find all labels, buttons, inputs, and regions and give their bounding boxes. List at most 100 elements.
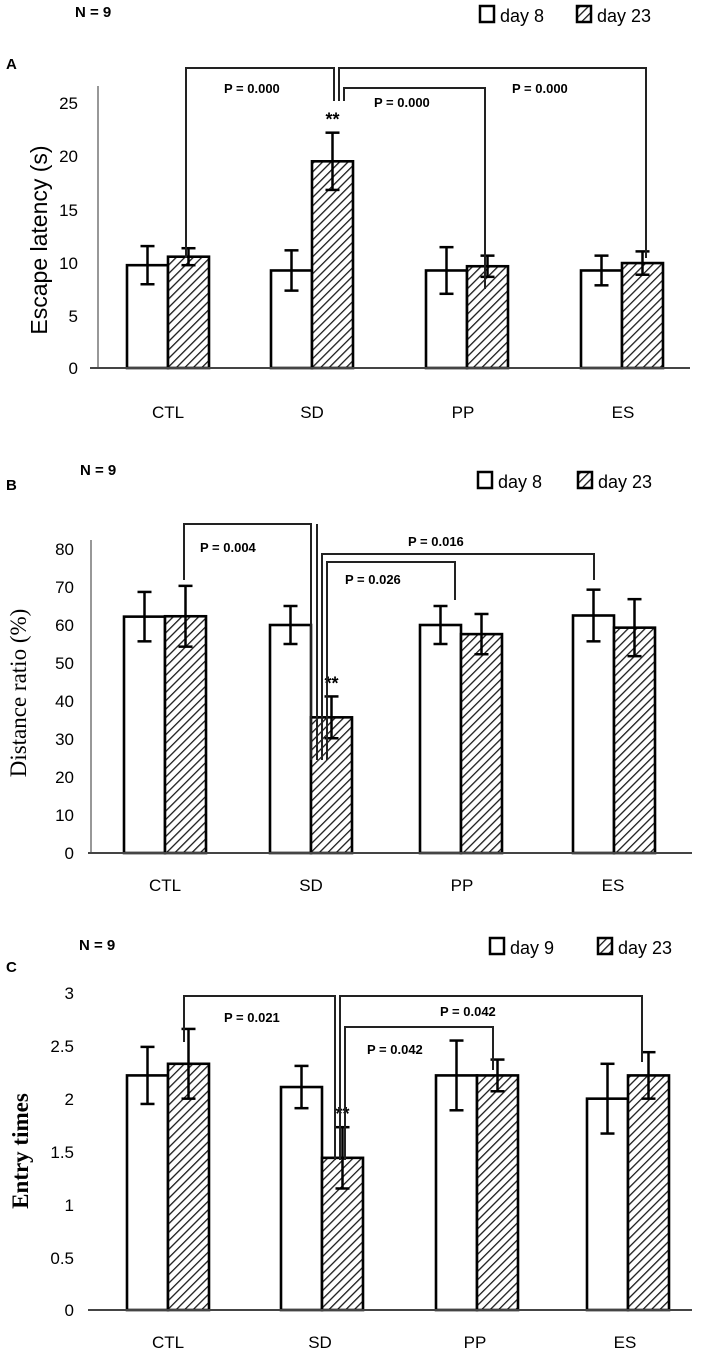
panel-c-category-label: ES [614,1333,637,1352]
bracket-sd-vs-pp [343,87,486,289]
pvalue-sd-vs-pp: P = 0.042 [367,1042,423,1057]
panel-c-comparison-brackets: P = 0.021 P = 0.042 P = 0.042 [183,995,643,1160]
panel-a-y-axis-label: Escape latency (s) [26,145,52,334]
panel-c-letter: C [6,959,17,976]
panel-b-category-label: SD [299,876,323,895]
bar-ctl-day-23 [166,1062,211,1312]
panel-b-ytick-label: 50 [55,654,74,673]
legend-label-day-9: day 9 [510,938,554,958]
panel-c-x-axis: CTL SD PP ES [88,1309,692,1352]
bar-pp-day-23 [459,632,504,855]
panel-b-category-label: ES [602,876,625,895]
panel-c-ytick-label: 2 [65,1090,74,1109]
pvalue-sd-vs-es: P = 0.016 [408,534,464,549]
panel-b-distance-ratio: N = 9 B day 8 day 23 Distance ratio (%) … [6,462,692,895]
legend-label-day-8: day 8 [500,6,544,26]
panel-a-category-label: CTL [152,403,184,422]
panel-c-y-axis-label: Entry times [8,1093,33,1209]
panel-a-ytick-label: 10 [59,254,78,273]
significance-mark: ** [325,110,339,130]
panel-b-plot-area: ** [122,584,657,855]
panel-a-ytick-label: 5 [69,307,78,326]
panel-c-category-label: SD [308,1333,332,1352]
panel-b-ytick-label: 30 [55,730,74,749]
bar-es-day-23 [612,626,657,855]
panel-b-ytick-label: 40 [55,692,74,711]
panel-a-category-label: SD [300,403,324,422]
bracket-sd-vs-pp [326,561,456,760]
bar-es-day-8 [579,269,624,370]
legend-swatch-day-8 [478,4,496,24]
bracket-sd-vs-es [321,553,595,760]
legend-swatch-day-23 [596,936,614,956]
panel-b-n-label: N = 9 [80,462,116,479]
legend-label-day-8: day 8 [498,472,542,492]
panel-b-y-axis-label: Distance ratio (%) [6,609,31,778]
legend-swatch-day-23 [576,470,594,490]
significance-mark: ** [335,1104,349,1124]
panel-c-plot-area: ** [125,1027,671,1312]
panel-b-ytick-label: 0 [65,844,74,863]
panel-c-category-label: PP [464,1333,487,1352]
bar-es-day-8 [571,614,616,855]
bracket-sd-vs-es [338,67,647,258]
pvalue-sd-vs-ctl: P = 0.000 [224,81,280,96]
panel-b-legend: day 8 day 23 [476,470,652,492]
bracket-sd-vs-es [339,995,643,1160]
panel-c-ytick-label: 0 [65,1301,74,1320]
bar-ctl-day-9 [125,1074,170,1312]
panel-a-ytick-label: 20 [59,147,78,166]
bar-ctl-day-23 [166,255,211,370]
panel-a-n-label: N = 9 [75,4,111,21]
panel-b-y-axis: 0 10 20 30 40 50 60 70 80 [55,540,92,863]
pvalue-sd-vs-ctl: P = 0.021 [224,1010,280,1025]
panel-b-ytick-label: 70 [55,578,74,597]
bar-sd-day-8 [268,623,313,855]
panel-a-plot-area: ** [125,110,665,370]
bracket-sd-vs-ctl [183,995,336,1160]
bracket-sd-vs-ctl [183,523,312,760]
panel-a-y-axis: 0 5 10 15 20 25 [59,86,99,378]
panel-b-ytick-label: 80 [55,540,74,559]
panel-a-ytick-label: 0 [69,359,78,378]
legend-swatch-day-8 [476,470,494,490]
bar-es-day-23 [620,261,665,370]
bar-ctl-day-23 [163,614,208,855]
panel-c-ytick-label: 1.5 [50,1143,74,1162]
panel-c-ytick-label: 2.5 [50,1037,74,1056]
panel-b-category-label: PP [451,876,474,895]
panel-a-letter: A [6,56,17,73]
pvalue-sd-vs-es: P = 0.000 [512,81,568,96]
panel-b-ytick-label: 20 [55,768,74,787]
panel-c-ytick-label: 3 [65,984,74,1003]
panel-c-legend: day 9 day 23 [488,936,672,958]
bracket-sd-vs-ctl [185,67,335,258]
panel-a-legend: day 8 day 23 [478,4,651,26]
panel-c-y-axis: 0 0.5 1 1.5 2 2.5 3 [50,984,74,1320]
panel-c-category-label: CTL [152,1333,184,1352]
bar-ctl-day-8 [122,615,167,855]
panel-b-letter: B [6,477,17,494]
panel-c-n-label: N = 9 [79,937,115,954]
panel-c-ytick-label: 0.5 [50,1249,74,1268]
bar-pp-day-23 [475,1074,520,1312]
panel-b-comparison-brackets: P = 0.004 P = 0.026 P = 0.016 [183,523,595,760]
pvalue-sd-vs-ctl: P = 0.004 [200,540,257,555]
legend-swatch-day-9 [488,936,506,956]
bracket-sd-vs-pp [344,1026,494,1160]
pvalue-sd-vs-pp: P = 0.000 [374,95,430,110]
legend-swatch-day-23 [575,4,593,24]
legend-label-day-23: day 23 [618,938,672,958]
panel-a-comparison-brackets: P = 0.000 P = 0.000 P = 0.000 [185,67,647,289]
legend-label-day-23: day 23 [597,6,651,26]
pvalue-sd-vs-pp: P = 0.026 [345,572,401,587]
bar-sd-day-23 [310,160,355,370]
panel-b-ytick-label: 60 [55,616,74,635]
legend-label-day-23: day 23 [598,472,652,492]
bar-es-day-23 [626,1074,671,1312]
panel-b-category-label: CTL [149,876,181,895]
bar-pp-day-9 [434,1074,479,1312]
panel-a-category-label: PP [452,403,475,422]
panel-b-ytick-label: 10 [55,806,74,825]
